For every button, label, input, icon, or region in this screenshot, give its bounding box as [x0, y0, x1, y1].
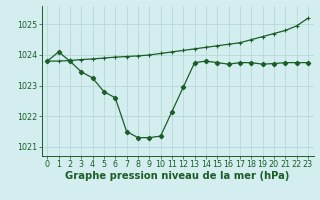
X-axis label: Graphe pression niveau de la mer (hPa): Graphe pression niveau de la mer (hPa) [65, 171, 290, 181]
